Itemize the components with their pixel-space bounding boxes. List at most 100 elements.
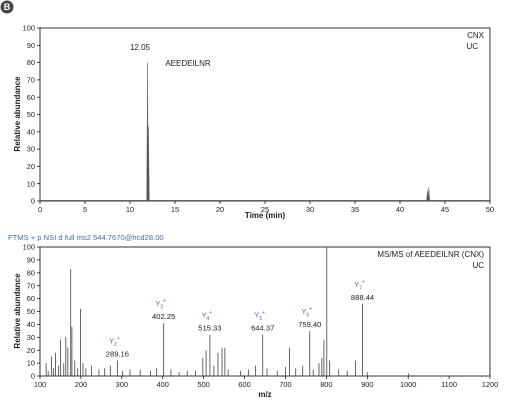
spectrum-x-tick-label: 300	[116, 380, 128, 389]
chromatogram-x-tick-label: 30	[306, 205, 314, 214]
spectrum-y-tick-label: 20	[27, 346, 35, 355]
chromatogram-y-tick-label: 50	[27, 110, 35, 119]
spectrum-y-tick-label: 30	[27, 333, 35, 342]
chromatogram-y-tick-label: 90	[27, 41, 35, 50]
spectrum-x-tick-label: 600	[238, 380, 250, 389]
spectrum-y-axis-label: Relative abundance	[13, 273, 22, 349]
spectrum-ion-subscript: 4	[207, 316, 210, 322]
spectrum-ion-mz-label: 759.40	[298, 320, 321, 329]
spectrum-ion-mz-label: 888.44	[351, 293, 374, 302]
spectrum-ion-subscript: 6	[306, 312, 309, 318]
chromatogram-x-ticks: 0 5 10 15 20 25 30 35 40 45 50	[38, 201, 494, 214]
chromatogram-chart: 0 10 20 30 40 50 60 70 80 90 100 0 5 10 15 20 25 30 35 40 4…	[13, 24, 494, 220]
spectrum-ion-label: Y5+	[254, 310, 265, 322]
spectrum-ion-letter: Y	[155, 299, 160, 308]
spectrum-ion-mz-label: 289.16	[106, 350, 129, 359]
chromatogram-x-tick-label: 5	[83, 205, 87, 214]
spectrum-ion-label: Y7+	[354, 279, 365, 291]
chromatogram-x-tick-label: 15	[171, 205, 179, 214]
spectrum-y-tick-label: 50	[27, 307, 35, 316]
chromatogram-plot-frame	[39, 27, 491, 202]
spectrum-x-tick-label: 900	[361, 380, 373, 389]
spectrum-y-tick-label: 90	[27, 256, 35, 265]
chromatogram-x-tick-label: 25	[261, 205, 269, 214]
chromatogram-y-tick-label: 20	[27, 162, 35, 171]
chromatogram-y-tick-label: 0	[31, 197, 35, 206]
chromatogram-peak	[147, 126, 150, 202]
spectrum-ion-mz-label: 515.33	[198, 324, 221, 333]
spectrum-ion-letter: Y	[202, 311, 207, 320]
spectrum-x-tick-label: 700	[279, 380, 291, 389]
chromatogram-x-tick-label: 40	[396, 205, 404, 214]
spectrum-x-tick-label: 1200	[482, 380, 498, 389]
spectrum-ion-letter: Y	[301, 307, 306, 316]
chromatogram-x-tick-label: 50	[486, 205, 494, 214]
chromatogram-x-tick-label: 10	[126, 205, 134, 214]
chromatogram-peptide-label: AEEDEILNR	[165, 59, 211, 68]
chromatogram-y-axis-label: Relative abundance	[13, 76, 22, 152]
chromatogram-peak-time-label: 12.05	[130, 43, 151, 52]
chromatogram-y-ticks: 0 10 20 30 40 50 60 70 80 90 100	[23, 24, 40, 206]
spectrum-peaks	[45, 247, 410, 376]
spectrum-ion-mz-label: 644.37	[251, 324, 274, 333]
spectrum-ion-superscript: +	[209, 310, 212, 316]
spectrum-ion-letter: Y	[354, 280, 359, 289]
chromatogram-x-tick-label: 45	[441, 205, 449, 214]
spectrum-ion-superscript: +	[163, 299, 166, 305]
chromatogram-y-tick-label: 40	[27, 127, 35, 136]
chromatogram-y-tick-label: 70	[27, 76, 35, 85]
spectrum-legend-fraction: UC	[472, 261, 484, 270]
spectrum-ion-label: Y2+	[109, 336, 120, 348]
spectrum-x-tick-label: 400	[157, 380, 169, 389]
spectrum-ion-subscript: 7	[359, 285, 362, 291]
spectrum-ion-superscript: +	[309, 306, 312, 312]
spectrum-y-tick-label: 70	[27, 281, 35, 290]
spectrum-y-tick-label: 60	[27, 294, 35, 303]
chromatogram-x-tick-label: 35	[351, 205, 359, 214]
chromatogram-x-tick-label: 20	[216, 205, 224, 214]
spectrum-ion-letter: Y	[254, 311, 259, 320]
chromatogram-x-tick-label: 0	[38, 205, 42, 214]
chromatogram-y-tick-label: 10	[27, 179, 35, 188]
spectrum-ion-letter: Y	[109, 337, 114, 346]
spectrum-x-axis-label: m/z	[258, 390, 271, 399]
chromatogram-trace	[40, 62, 490, 202]
spectrum-y-ticks: 0 10 20 30 40 50 60 70 80 90 100	[23, 243, 40, 381]
chromatogram-x-axis-label: Time (min)	[245, 211, 286, 220]
spectrum-x-tick-label: 1100	[441, 380, 457, 389]
chromatogram-peak	[427, 187, 430, 202]
spectrum-x-ticks: 100 200 300 400 500 600 700 800 900 1000 1100 1200	[34, 376, 498, 389]
chromatogram-y-tick-label: 30	[27, 145, 35, 154]
spectrum-x-tick-label: 200	[75, 380, 87, 389]
spectrum-ion-subscript: 2	[114, 342, 117, 348]
spectrum-legend-title: MS/MS of AEEDEILNR (CNX)	[377, 250, 484, 259]
panel-label: B	[4, 2, 11, 12]
spectrum-x-tick-label: 100	[34, 380, 46, 389]
spectrum-ion-subscript: 5	[259, 316, 262, 322]
spectrum-ion-superscript: +	[362, 279, 365, 285]
spectrum-ion-label: Y6+	[301, 306, 312, 318]
spectrum-y-tick-label: 40	[27, 320, 35, 329]
chromatogram-y-tick-label: 100	[23, 24, 35, 33]
chromatogram-legend-sample: CNX	[467, 31, 485, 40]
panel-label-badge	[0, 0, 14, 14]
spectrum-y-tick-label: 0	[31, 372, 35, 381]
chromatogram-y-tick-label: 60	[27, 93, 35, 102]
chromatogram-y-tick-label: 80	[27, 58, 35, 67]
spectrum-x-tick-label: 500	[197, 380, 209, 389]
spectrum-y-tick-label: 80	[27, 268, 35, 277]
spectrum-ion-label: Y3+	[155, 299, 166, 311]
scan-header: FTMS + p NSI d full ms2 544.7670@hcd28.0…	[8, 233, 164, 242]
spectrum-ion-subscript: 3	[160, 305, 163, 311]
spectrum-y-tick-label: 10	[27, 359, 35, 368]
chromatogram-legend-fraction: UC	[466, 42, 478, 51]
spectrum-y-tick-label: 100	[23, 243, 35, 252]
spectrum-x-tick-label: 1000	[400, 380, 416, 389]
spectrum-ion-superscript: +	[262, 310, 265, 316]
spectrum-ion-superscript: +	[117, 336, 120, 342]
spectrum-ion-mz-label: 402.25	[152, 312, 175, 321]
spectrum-x-tick-label: 800	[320, 380, 332, 389]
